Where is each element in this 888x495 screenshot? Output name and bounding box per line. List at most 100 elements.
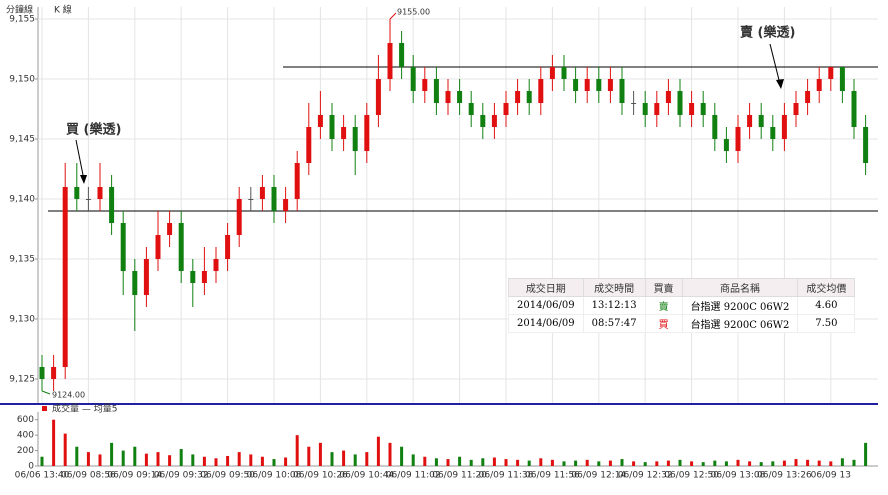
volume-bar	[759, 462, 763, 466]
candle-body	[457, 91, 463, 103]
table-cell: 2014/06/09	[508, 296, 584, 315]
x-tick-label: 06/09 11:56	[525, 471, 580, 481]
table-cell: 2014/06/09	[508, 314, 584, 333]
volume-bar	[632, 461, 636, 466]
y-tick-label: 9,140	[9, 195, 35, 205]
volume-bar	[214, 458, 218, 466]
candle-body	[468, 103, 474, 115]
candle-body	[259, 187, 265, 199]
volume-bar	[678, 459, 682, 466]
volume-bar	[481, 458, 485, 466]
volume-bar	[643, 462, 647, 466]
candle-body	[828, 67, 834, 79]
table-cell: 13:12:13	[582, 296, 646, 315]
volume-bar	[98, 454, 102, 466]
candle-body	[781, 115, 787, 139]
y-tick-label: 9,135	[9, 255, 35, 265]
volume-bar	[782, 460, 786, 466]
legend-marker	[42, 406, 47, 411]
note-arrow	[769, 43, 781, 85]
volume-bar	[562, 461, 566, 466]
x-tick-label: 06/09 11:38	[479, 471, 534, 481]
y-tick-label: 9,130	[9, 315, 35, 325]
table-row: 2014/06/09 08:57:47 買台指選 9200C 06W2 7.50	[508, 314, 856, 333]
candle-body	[839, 67, 845, 91]
min-label: 9124.00	[52, 391, 85, 400]
volume-bar	[794, 459, 798, 466]
candle-body	[248, 199, 254, 200]
tab[interactable]: 分鐘線	[6, 4, 33, 16]
candle-body	[236, 199, 242, 235]
table-cell: 08:57:47	[582, 314, 646, 333]
candle-body	[665, 91, 671, 103]
candle-body	[793, 103, 799, 115]
table-row: 2014/06/09 13:12:13 賣台指選 9200C 06W2 4.60	[508, 296, 856, 315]
candle-body	[758, 115, 764, 127]
candle-body	[561, 67, 567, 79]
header-row: 成交日期 成交時間 買賣 商品名稱 成交均價	[508, 278, 856, 297]
candle-body	[677, 91, 683, 115]
candle-body	[271, 187, 277, 211]
volume-bar	[840, 458, 844, 466]
volume-bar	[202, 456, 206, 466]
header-cell: 成交時間	[582, 278, 646, 297]
candle-body	[538, 79, 544, 103]
candle-body	[723, 139, 729, 151]
x-tick-label: 06/09 10:44	[339, 471, 394, 481]
y-tick-label: 0	[28, 462, 34, 472]
candle-body	[329, 115, 335, 139]
volume-bar	[400, 446, 404, 466]
candle-body	[712, 115, 718, 139]
candle-body	[596, 79, 602, 91]
volume-bar	[307, 446, 311, 466]
candle-body	[480, 115, 486, 127]
volume-bar	[620, 459, 624, 466]
candle-body	[619, 79, 625, 103]
volume-bar	[655, 461, 659, 466]
y-tick-label: 9,150	[9, 75, 35, 85]
candle-body	[225, 235, 231, 259]
y-tick-label: 400	[17, 431, 34, 441]
candle-body	[584, 79, 590, 91]
volume-bar	[608, 460, 612, 466]
volume-bar	[63, 433, 67, 466]
candle-body	[607, 79, 613, 91]
volume-bar	[469, 459, 473, 466]
arrow-head	[776, 79, 784, 89]
tab[interactable]: K 線	[54, 4, 72, 16]
candle-body	[283, 199, 289, 211]
candle-body	[410, 67, 416, 91]
volume-bar	[492, 457, 496, 466]
volume-bar	[376, 436, 380, 466]
volume-bar	[411, 454, 415, 466]
candle-body	[422, 79, 428, 91]
x-tick-label: 06/09 12:32	[618, 471, 673, 481]
volume-bar	[423, 456, 427, 466]
candle-body	[294, 163, 300, 199]
candle-body	[491, 115, 497, 127]
volume-bar	[539, 458, 543, 466]
volume-bar	[260, 456, 264, 466]
volume-bar	[666, 460, 670, 466]
volume-bar	[597, 461, 601, 466]
x-tick-label: 06/09 11:20	[432, 471, 487, 481]
note-arrow	[75, 139, 85, 181]
volume-bar	[701, 462, 705, 466]
volume-bar	[121, 450, 125, 466]
volume-bar	[852, 459, 856, 466]
candle-body	[549, 67, 555, 79]
volume-bar	[446, 459, 450, 466]
volume-bar	[144, 453, 148, 466]
volume-bar	[527, 460, 531, 466]
candle-body	[387, 43, 393, 79]
x-tick-label: 06/09 12:14	[571, 471, 626, 481]
candle-body	[399, 43, 405, 67]
volume-bar	[365, 452, 369, 466]
min-pointer	[41, 390, 51, 395]
candle-body	[642, 103, 648, 115]
y-tick-label: 200	[17, 446, 34, 456]
candle-body	[143, 259, 149, 295]
candle-body	[190, 271, 196, 283]
volume-bar	[864, 442, 868, 466]
x-tick-label: 06/09 09:32	[154, 471, 209, 481]
